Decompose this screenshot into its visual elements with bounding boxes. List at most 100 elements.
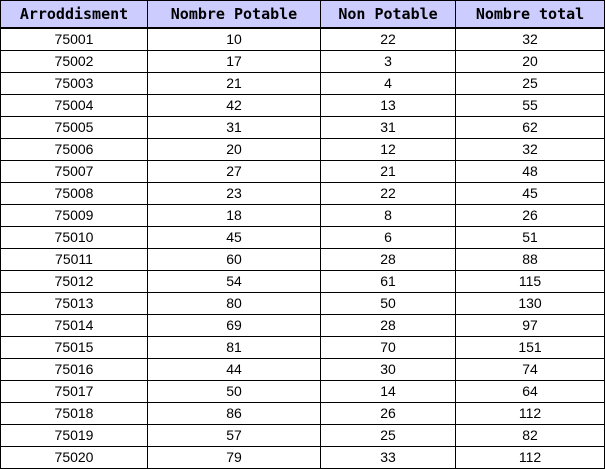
cell-nombre-potable: 54 bbox=[147, 270, 321, 293]
cell-non-potable: 28 bbox=[320, 248, 456, 271]
cell-nombre-total: 112 bbox=[455, 446, 605, 469]
cell-nombre-total: 97 bbox=[455, 314, 605, 337]
cell-non-potable: 13 bbox=[320, 94, 456, 117]
cell-nombre-potable: 23 bbox=[147, 182, 321, 205]
cell-arrondissement: 75014 bbox=[0, 314, 148, 337]
cell-nombre-total: 151 bbox=[455, 336, 605, 359]
cell-nombre-potable: 44 bbox=[147, 358, 321, 381]
cell-arrondissement: 75009 bbox=[0, 204, 148, 227]
table-body: 75001 10 22 32 75002 17 3 20 75003 21 4 25 75004 42 13… bbox=[0, 27, 605, 469]
cell-nombre-total: 51 bbox=[455, 226, 605, 249]
cell-nombre-total: 130 bbox=[455, 292, 605, 315]
table-row: 75019 57 25 82 bbox=[0, 424, 605, 447]
cell-arrondissement: 75018 bbox=[0, 402, 148, 425]
cell-arrondissement: 75003 bbox=[0, 72, 148, 95]
cell-arrondissement: 75016 bbox=[0, 358, 148, 381]
column-header-non-potable: Non Potable bbox=[320, 0, 456, 29]
cell-nombre-potable: 20 bbox=[147, 138, 321, 161]
cell-nombre-potable: 80 bbox=[147, 292, 321, 315]
cell-non-potable: 28 bbox=[320, 314, 456, 337]
cell-non-potable: 25 bbox=[320, 424, 456, 447]
table-row: 75014 69 28 97 bbox=[0, 314, 605, 337]
cell-arrondissement: 75005 bbox=[0, 116, 148, 139]
cell-nombre-total: 26 bbox=[455, 204, 605, 227]
cell-arrondissement: 75017 bbox=[0, 380, 148, 403]
cell-nombre-potable: 10 bbox=[147, 27, 321, 51]
cell-non-potable: 50 bbox=[320, 292, 456, 315]
cell-nombre-potable: 31 bbox=[147, 116, 321, 139]
table-row: 75010 45 6 51 bbox=[0, 226, 605, 249]
cell-arrondissement: 75011 bbox=[0, 248, 148, 271]
table-row: 75005 31 31 62 bbox=[0, 116, 605, 139]
cell-arrondissement: 75007 bbox=[0, 160, 148, 183]
cell-nombre-potable: 86 bbox=[147, 402, 321, 425]
table-row: 75020 79 33 112 bbox=[0, 446, 605, 469]
column-header-nombre-total: Nombre total bbox=[455, 0, 605, 29]
cell-non-potable: 22 bbox=[320, 27, 456, 51]
cell-nombre-total: 74 bbox=[455, 358, 605, 381]
cell-non-potable: 14 bbox=[320, 380, 456, 403]
table-row: 75017 50 14 64 bbox=[0, 380, 605, 403]
cell-nombre-potable: 60 bbox=[147, 248, 321, 271]
cell-non-potable: 22 bbox=[320, 182, 456, 205]
cell-arrondissement: 75006 bbox=[0, 138, 148, 161]
cell-nombre-total: 62 bbox=[455, 116, 605, 139]
cell-nombre-total: 32 bbox=[455, 27, 605, 51]
cell-nombre-potable: 27 bbox=[147, 160, 321, 183]
cell-arrondissement: 75004 bbox=[0, 94, 148, 117]
cell-nombre-total: 55 bbox=[455, 94, 605, 117]
cell-non-potable: 6 bbox=[320, 226, 456, 249]
cell-non-potable: 26 bbox=[320, 402, 456, 425]
cell-nombre-potable: 45 bbox=[147, 226, 321, 249]
column-header-nombre-potable: Nombre Potable bbox=[147, 0, 321, 29]
cell-non-potable: 3 bbox=[320, 50, 456, 73]
cell-non-potable: 33 bbox=[320, 446, 456, 469]
table-row: 75011 60 28 88 bbox=[0, 248, 605, 271]
cell-nombre-potable: 17 bbox=[147, 50, 321, 73]
cell-arrondissement: 75013 bbox=[0, 292, 148, 315]
cell-non-potable: 12 bbox=[320, 138, 456, 161]
cell-arrondissement: 75001 bbox=[0, 27, 148, 51]
cell-arrondissement: 75008 bbox=[0, 182, 148, 205]
cell-nombre-total: 25 bbox=[455, 72, 605, 95]
column-header-arrondissement: Arroddisment bbox=[0, 0, 148, 29]
table-row: 75001 10 22 32 bbox=[0, 27, 605, 51]
cell-nombre-total: 88 bbox=[455, 248, 605, 271]
cell-nombre-total: 112 bbox=[455, 402, 605, 425]
cell-nombre-potable: 57 bbox=[147, 424, 321, 447]
cell-nombre-total: 64 bbox=[455, 380, 605, 403]
cell-non-potable: 61 bbox=[320, 270, 456, 293]
cell-nombre-total: 48 bbox=[455, 160, 605, 183]
cell-arrondissement: 75010 bbox=[0, 226, 148, 249]
cell-nombre-potable: 50 bbox=[147, 380, 321, 403]
header-row: Arroddisment Nombre Potable Non Potable … bbox=[0, 0, 605, 29]
cell-arrondissement: 75002 bbox=[0, 50, 148, 73]
cell-nombre-total: 45 bbox=[455, 182, 605, 205]
cell-non-potable: 31 bbox=[320, 116, 456, 139]
table-row: 75016 44 30 74 bbox=[0, 358, 605, 381]
cell-non-potable: 8 bbox=[320, 204, 456, 227]
table-row: 75018 86 26 112 bbox=[0, 402, 605, 425]
table-row: 75012 54 61 115 bbox=[0, 270, 605, 293]
table-header: Arroddisment Nombre Potable Non Potable … bbox=[0, 0, 605, 29]
cell-arrondissement: 75015 bbox=[0, 336, 148, 359]
cell-arrondissement: 75012 bbox=[0, 270, 148, 293]
table-row: 75002 17 3 20 bbox=[0, 50, 605, 73]
cell-arrondissement: 75020 bbox=[0, 446, 148, 469]
cell-nombre-total: 20 bbox=[455, 50, 605, 73]
table-row: 75013 80 50 130 bbox=[0, 292, 605, 315]
table-row: 75007 27 21 48 bbox=[0, 160, 605, 183]
cell-nombre-potable: 21 bbox=[147, 72, 321, 95]
cell-nombre-total: 82 bbox=[455, 424, 605, 447]
table-row: 75006 20 12 32 bbox=[0, 138, 605, 161]
table-row: 75009 18 8 26 bbox=[0, 204, 605, 227]
cell-non-potable: 4 bbox=[320, 72, 456, 95]
cell-nombre-potable: 79 bbox=[147, 446, 321, 469]
cell-nombre-potable: 18 bbox=[147, 204, 321, 227]
cell-non-potable: 70 bbox=[320, 336, 456, 359]
cell-nombre-potable: 69 bbox=[147, 314, 321, 337]
table-row: 75008 23 22 45 bbox=[0, 182, 605, 205]
cell-non-potable: 21 bbox=[320, 160, 456, 183]
table-row: 75015 81 70 151 bbox=[0, 336, 605, 359]
